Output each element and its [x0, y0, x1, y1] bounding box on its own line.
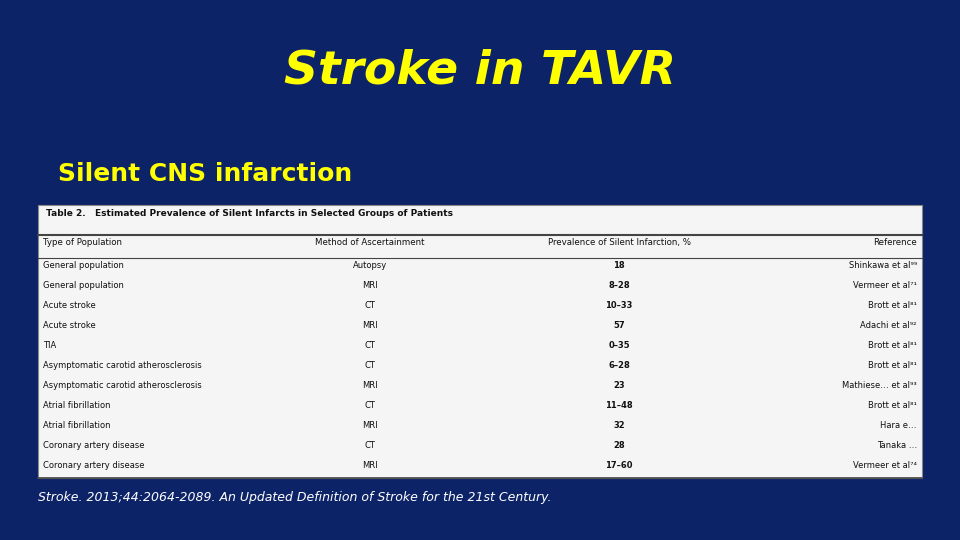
Text: Type of Population: Type of Population: [43, 238, 122, 247]
Text: Stroke in TAVR: Stroke in TAVR: [284, 49, 676, 93]
Text: Brott et al⁸¹: Brott et al⁸¹: [868, 401, 917, 410]
Text: 32: 32: [613, 421, 625, 430]
Text: 17–60: 17–60: [606, 461, 633, 470]
Text: Tanaka …: Tanaka …: [876, 441, 917, 450]
Text: 11–48: 11–48: [606, 401, 633, 410]
Text: MRI: MRI: [362, 421, 377, 430]
Text: 10–33: 10–33: [606, 301, 633, 310]
Text: 8–28: 8–28: [609, 281, 630, 290]
Text: Table 2.   Estimated Prevalence of Silent Infarcts in Selected Groups of Patient: Table 2. Estimated Prevalence of Silent …: [46, 209, 453, 218]
Text: CT: CT: [364, 361, 375, 370]
Text: Asymptomatic carotid atherosclerosis: Asymptomatic carotid atherosclerosis: [43, 361, 202, 370]
Text: 28: 28: [613, 441, 625, 450]
Text: MRI: MRI: [362, 321, 377, 330]
Text: CT: CT: [364, 341, 375, 350]
Text: Stroke. 2013;44:2064-2089. An Updated Definition of Stroke for the 21st Century.: Stroke. 2013;44:2064-2089. An Updated De…: [38, 491, 552, 504]
Text: Vermeer et al⁷⁴: Vermeer et al⁷⁴: [852, 461, 917, 470]
Text: Hara e…: Hara e…: [880, 421, 917, 430]
Text: CT: CT: [364, 401, 375, 410]
Text: CT: CT: [364, 301, 375, 310]
Text: Atrial fibrillation: Atrial fibrillation: [43, 421, 110, 430]
Text: 0–35: 0–35: [609, 341, 630, 350]
Text: Acute stroke: Acute stroke: [43, 301, 96, 310]
Text: 57: 57: [613, 321, 625, 330]
Text: Autopsy: Autopsy: [352, 261, 387, 270]
Text: MRI: MRI: [362, 461, 377, 470]
Text: Mathiese… et al⁹³: Mathiese… et al⁹³: [842, 381, 917, 390]
Text: Asymptomatic carotid atherosclerosis: Asymptomatic carotid atherosclerosis: [43, 381, 202, 390]
Text: 6–28: 6–28: [609, 361, 630, 370]
Text: Brott et al⁸¹: Brott et al⁸¹: [868, 301, 917, 310]
Text: Method of Ascertainment: Method of Ascertainment: [315, 238, 424, 247]
Text: MRI: MRI: [362, 281, 377, 290]
Text: Brott et al⁸¹: Brott et al⁸¹: [868, 341, 917, 350]
Text: Reference: Reference: [873, 238, 917, 247]
Text: Silent CNS infarction: Silent CNS infarction: [58, 162, 352, 186]
Text: Shinkawa et al⁹⁹: Shinkawa et al⁹⁹: [849, 261, 917, 270]
Text: CT: CT: [364, 441, 375, 450]
Text: Acute stroke: Acute stroke: [43, 321, 96, 330]
Text: General population: General population: [43, 261, 124, 270]
Text: 23: 23: [613, 381, 625, 390]
Text: Coronary artery disease: Coronary artery disease: [43, 461, 145, 470]
Text: Adachi et al⁹²: Adachi et al⁹²: [860, 321, 917, 330]
Text: Brott et al⁸¹: Brott et al⁸¹: [868, 361, 917, 370]
Text: Atrial fibrillation: Atrial fibrillation: [43, 401, 110, 410]
Text: MRI: MRI: [362, 381, 377, 390]
Text: Vermeer et al⁷¹: Vermeer et al⁷¹: [852, 281, 917, 290]
Text: General population: General population: [43, 281, 124, 290]
Text: Coronary artery disease: Coronary artery disease: [43, 441, 145, 450]
Text: TIA: TIA: [43, 341, 57, 350]
Bar: [38, 205, 922, 478]
Text: Prevalence of Silent Infarction, %: Prevalence of Silent Infarction, %: [548, 238, 690, 247]
Text: 18: 18: [613, 261, 625, 270]
